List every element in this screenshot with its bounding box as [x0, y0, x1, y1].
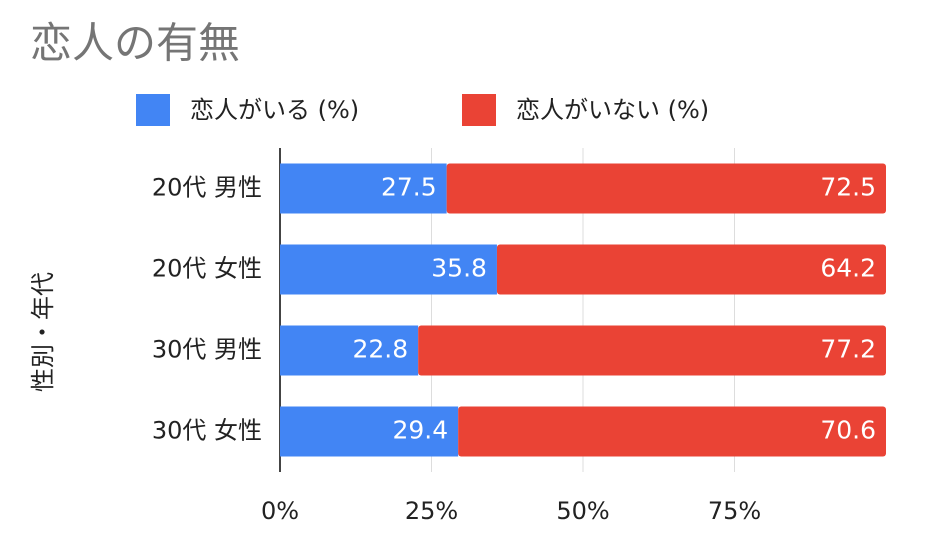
bar-segment: [280, 325, 419, 376]
bar-segment: [280, 406, 459, 457]
legend-label: 恋人がいる (%): [190, 96, 359, 124]
legend-swatch: [136, 94, 170, 126]
data-label: 29.4: [392, 416, 448, 445]
data-label: 22.8: [352, 335, 408, 364]
y-tick-label: 20代 女性: [152, 255, 262, 283]
y-tick-label: 30代 男性: [152, 336, 262, 364]
y-tick-label: 20代 男性: [152, 174, 262, 202]
data-label: 70.6: [820, 416, 876, 445]
chart-title: 恋人の有無: [30, 19, 240, 68]
x-tick-label: 50%: [556, 497, 609, 525]
data-label: 77.2: [820, 335, 876, 364]
x-tick-label: 0%: [261, 497, 299, 525]
bar-segment: [418, 325, 886, 376]
x-tick-label: 25%: [405, 497, 458, 525]
data-label: 35.8: [431, 254, 487, 283]
bar-segment: [446, 163, 886, 214]
bar-segment: [280, 244, 497, 295]
data-label: 64.2: [820, 254, 876, 283]
bar-segment: [280, 163, 447, 214]
legend-label: 恋人がいない (%): [516, 96, 709, 124]
y-tick-label: 30代 女性: [152, 417, 262, 445]
legend-swatch: [462, 94, 496, 126]
data-label: 27.5: [381, 173, 437, 202]
x-tick-label: 75%: [708, 497, 761, 525]
data-label: 72.5: [820, 173, 876, 202]
y-axis-title: 性別・年代: [29, 272, 57, 392]
bar-segment: [496, 244, 886, 295]
bar-segment: [458, 406, 886, 457]
